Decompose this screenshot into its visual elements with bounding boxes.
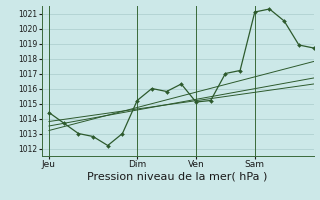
X-axis label: Pression niveau de la mer( hPa ): Pression niveau de la mer( hPa ) <box>87 172 268 182</box>
